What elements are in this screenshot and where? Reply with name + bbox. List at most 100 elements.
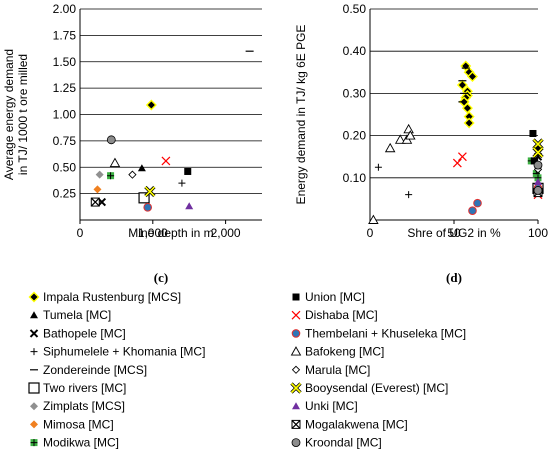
y-tick-label: 0.10 bbox=[343, 171, 367, 185]
x-tick-label: 0 bbox=[367, 226, 374, 240]
y-tick-label: 0.50 bbox=[53, 160, 77, 174]
legend-marker bbox=[291, 329, 301, 338]
legend-item-tumela-mc: Tumela [MC] bbox=[30, 308, 111, 322]
point-unki-mc bbox=[185, 202, 194, 210]
legend-item-zimplats-mcs: Zimplats [MCS] bbox=[30, 399, 125, 413]
point-zimplats-mcs bbox=[95, 170, 104, 179]
y-tick-label: 0.25 bbox=[53, 187, 77, 201]
point-union-mc bbox=[531, 157, 539, 165]
point-impala-rustenburg-mcs bbox=[463, 111, 475, 123]
legend-item-mogalakwena-mc: Mogalakwena [MC] bbox=[291, 417, 408, 431]
legend-marker bbox=[292, 293, 300, 301]
legend-item-impala-rustenburg-mcs: Impala Rustenburg [MCS] bbox=[28, 290, 181, 304]
y-tick-label: 1.25 bbox=[53, 81, 77, 95]
point-union-mc bbox=[529, 129, 537, 137]
legend-item-marula-mc: Marula [MC] bbox=[291, 363, 370, 377]
legend-marker bbox=[28, 291, 40, 303]
legend-item-two-rivers-mc: Two rivers [MC] bbox=[28, 381, 126, 395]
y-tick-label: 0.50 bbox=[343, 2, 367, 16]
legend-item-union-mc: Union [MC] bbox=[292, 290, 365, 304]
legend-item-mimosa-mc: Mimosa [MC] bbox=[30, 417, 114, 431]
y-tick-label: 1.00 bbox=[53, 108, 77, 122]
point-booysendal-everest-mc bbox=[532, 138, 544, 150]
legend-marker bbox=[292, 402, 300, 410]
panel-caption: (d) bbox=[446, 270, 462, 285]
point-thembelani-khuseleka-mc bbox=[468, 206, 477, 216]
legend-label: Marula [MC] bbox=[305, 363, 370, 377]
x-tick-label: 0 bbox=[77, 226, 84, 240]
legend-marker bbox=[30, 439, 38, 447]
legend-item-unki-mc: Unki [MC] bbox=[292, 399, 358, 413]
legend-item-siphumelele-khomania-mc: Siphumelele + Khomania [MC] bbox=[30, 345, 205, 359]
point-thembelani-khuseleka-mc bbox=[473, 198, 482, 208]
legend-label: Union [MC] bbox=[305, 290, 365, 304]
legend-label: Modikwa [MC] bbox=[43, 436, 119, 450]
point-dishaba-mc bbox=[161, 156, 171, 166]
point-marula-mc bbox=[128, 170, 137, 179]
legend-label: Booysendal (Everest) [MC] bbox=[305, 381, 448, 395]
point-impala-rustenburg-mcs bbox=[456, 79, 468, 91]
legend-marker bbox=[291, 438, 301, 448]
point-mogalakwena-mc bbox=[90, 197, 100, 207]
legend-marker bbox=[30, 348, 38, 356]
point-tumela-mc bbox=[137, 164, 146, 172]
point-kroondal-mc bbox=[106, 135, 116, 145]
legend-item-zondereinde-mcs: Zondereinde [MCS] bbox=[30, 363, 147, 377]
legend-label: Kroondal [MC] bbox=[305, 436, 382, 450]
legend-marker bbox=[291, 365, 301, 374]
point-mimosa-mc bbox=[93, 185, 102, 194]
legend-marker bbox=[290, 346, 302, 356]
x-tick-label: 1,000 bbox=[138, 226, 168, 240]
point-impala-rustenburg-mcs bbox=[461, 102, 473, 114]
point-dishaba-mc bbox=[457, 152, 467, 162]
legend-label: Thembelani + Khuseleka [MC] bbox=[305, 326, 466, 340]
point-bafokeng-mc bbox=[384, 142, 396, 153]
legend-label: Zimplats [MCS] bbox=[43, 399, 125, 413]
legend-marker bbox=[30, 402, 38, 411]
legend-label: Mimosa [MC] bbox=[43, 417, 114, 431]
x-tick-label: 2,000 bbox=[211, 226, 241, 240]
y-tick-label: 0.20 bbox=[343, 129, 367, 143]
point-impala-rustenburg-mcs bbox=[145, 99, 157, 111]
y-tick-label: 0.75 bbox=[53, 134, 77, 148]
point-bafokeng-mc bbox=[405, 130, 416, 140]
legend-marker bbox=[28, 382, 40, 394]
x-axis-title: Mine depth in m bbox=[128, 226, 213, 240]
x-tick-label: 100 bbox=[528, 226, 548, 240]
point-siphumelele-khomania-mc bbox=[374, 163, 382, 171]
legend-label: Tumela [MC] bbox=[43, 308, 111, 322]
point-impala-rustenburg-mcs bbox=[466, 71, 478, 83]
legend-label: Bafokeng [MC] bbox=[305, 345, 384, 359]
x-axis-title: Shre of UG2 in % bbox=[407, 226, 501, 240]
y-tick-label: 1.50 bbox=[53, 55, 77, 69]
y-tick-label: 1.75 bbox=[53, 28, 77, 42]
panel-d-chart: 0.10 0.20 0.30 0.40 0.50 0 50 100 Shre of UG2 in… bbox=[294, 2, 548, 285]
legend-marker bbox=[291, 419, 301, 429]
y-tick-label: 0.40 bbox=[343, 44, 367, 58]
y-tick-label: 0.30 bbox=[343, 86, 367, 100]
legend-item-modikwa-mc: Modikwa [MC] bbox=[30, 436, 119, 450]
point-dishaba-mc bbox=[452, 158, 462, 168]
point-union-mc bbox=[184, 167, 192, 175]
legend-item-dishaba-mc: Dishaba [MC] bbox=[291, 308, 378, 322]
point-siphumelele-khomania-mc bbox=[405, 191, 413, 199]
point-bafokeng-mc bbox=[109, 157, 121, 167]
point-bafokeng-mc bbox=[403, 123, 414, 134]
legend-marker bbox=[29, 329, 39, 338]
legend-item-booysendal-everest-mc: Booysendal (Everest) [MC] bbox=[290, 381, 448, 395]
y-tick-label: 2.00 bbox=[53, 2, 77, 16]
legend-marker bbox=[30, 420, 38, 429]
point-booysendal-everest-mc bbox=[532, 146, 544, 159]
point-two-rivers-mc bbox=[138, 192, 150, 204]
panel-c-chart: 0.25 0.50 0.75 1.00 1.25 1.50 1.75 2.00 0 1,000 2,… bbox=[2, 2, 262, 285]
legend: Impala Rustenburg [MCS] Union [MC] Tumela … bbox=[28, 290, 466, 450]
point-modikwa-mc bbox=[107, 172, 115, 180]
y-axis-title: Energy demand in TJ/ kg 6E PGE bbox=[294, 25, 308, 205]
panel-caption: (c) bbox=[154, 270, 168, 285]
legend-item-thembelani-khuseleka-mc: Thembelani + Khuseleka [MC] bbox=[291, 326, 466, 340]
point-bafokeng-mc bbox=[368, 214, 379, 224]
legend-item-bathopele-mc: Bathopele [MC] bbox=[29, 326, 126, 340]
point-unki-mc bbox=[534, 178, 542, 186]
